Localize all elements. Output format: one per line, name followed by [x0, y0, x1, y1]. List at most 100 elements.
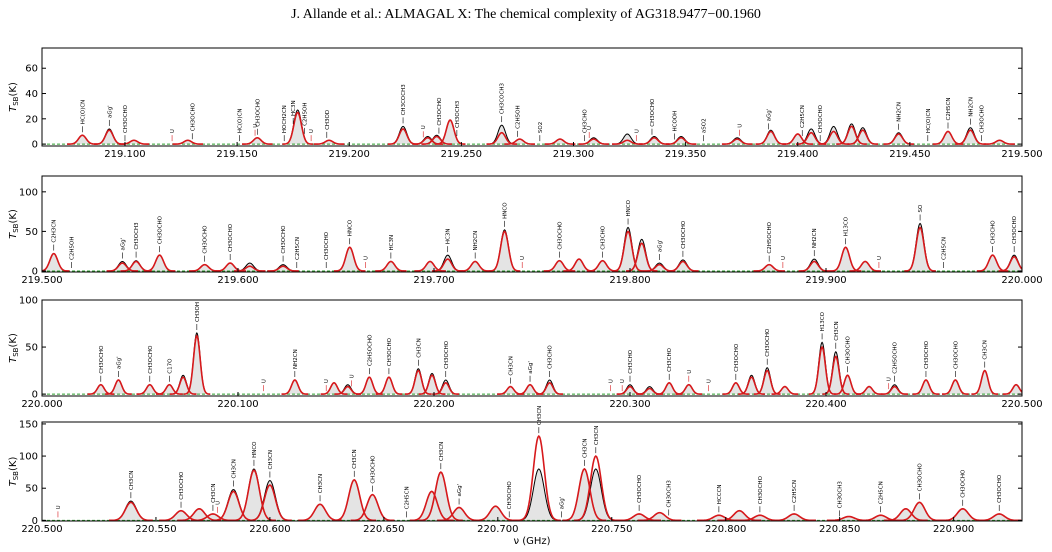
y-label-symbol: T [8, 479, 19, 486]
emission-fill [159, 510, 203, 521]
line-label: CH3CN [594, 426, 600, 445]
x-tick-label: 220.500 [21, 524, 62, 535]
line-label: CH3OH [195, 302, 201, 322]
model-line [717, 509, 762, 521]
line-label: C2H5CN [946, 98, 952, 121]
model-line [434, 119, 466, 145]
emission-fill [617, 513, 661, 521]
line-label: CH3CN [537, 406, 543, 425]
line-label: HNCO [503, 202, 509, 219]
line-label: CH3OCHO [148, 345, 154, 374]
model-line [421, 135, 452, 145]
emission-fill [459, 261, 491, 271]
emission-fill [177, 508, 222, 521]
x-tick-label: 219.300 [553, 149, 594, 160]
line-label: NH2CN [897, 102, 903, 122]
model-line [118, 139, 150, 145]
model-line [977, 513, 1022, 521]
line-label: CH3CHO [991, 220, 997, 244]
model-line [281, 379, 309, 395]
emission-fill [971, 370, 999, 395]
model-line [578, 138, 609, 145]
emission-fill [543, 260, 576, 271]
x-tick-label: 220.600 [249, 524, 290, 535]
u-label: U [737, 124, 743, 128]
x-tick-label: 220.500 [1001, 399, 1042, 410]
line-label: CH3OCHO [179, 471, 185, 500]
x-tick-label: 220.200 [413, 399, 454, 410]
model-line [883, 133, 914, 145]
line-label: NH2CN [812, 228, 818, 248]
y-tick-label: 0 [32, 140, 38, 151]
line-label: H13CO [820, 311, 826, 331]
model-line [836, 125, 867, 145]
y-tick-label: 50 [25, 343, 38, 354]
emission-fill [573, 468, 618, 521]
model-line [156, 383, 183, 395]
emission-fill [883, 132, 914, 145]
emission-fill [434, 120, 466, 145]
x-tick-label: 220.800 [705, 524, 746, 535]
emission-fill [504, 139, 535, 145]
y-label-unit: (K) [8, 333, 19, 347]
x-tick-label: 220.750 [591, 524, 632, 535]
emission-fill [334, 384, 362, 395]
x-tick-label: 220.300 [609, 399, 650, 410]
x-tick-label: 219.350 [665, 149, 706, 160]
u-label: U [309, 129, 315, 133]
plot-area [42, 109, 1022, 145]
x-tick-label: 220.400 [805, 399, 846, 410]
x-tick-label: 220.000 [1001, 275, 1042, 286]
line-label: CH3OCHO [953, 340, 959, 369]
emission-fill [772, 513, 816, 521]
emission-fill [883, 508, 928, 521]
line-label: C2H5CN [792, 480, 798, 503]
emission-fill [738, 515, 782, 521]
line-label: CH3OCHO [123, 104, 129, 133]
model-line [516, 434, 561, 521]
line-label: CH3CHO [628, 349, 634, 373]
line-label: HCOOH [672, 111, 678, 132]
line-label: H13CO [844, 216, 850, 236]
emission-fill [143, 255, 176, 271]
y-tick-label: 40 [25, 89, 38, 100]
emission-fill [516, 468, 561, 521]
emission-fill [798, 259, 830, 271]
line-label: CH3OCHO [281, 225, 287, 254]
x-axis-label: ν (GHz) [513, 536, 550, 547]
line-label: C2H5CN [405, 486, 411, 509]
emission-fill [897, 502, 942, 521]
emission-fill [536, 380, 563, 395]
emission-fill [432, 380, 460, 395]
model-line [404, 369, 432, 395]
line-label: CH3OD [325, 110, 331, 130]
line-label: CH3OCHO [650, 98, 656, 127]
emission-fill [387, 126, 419, 145]
y-tick-label: 0 [32, 266, 38, 277]
u-label: U [363, 256, 369, 260]
emission-fill [755, 130, 787, 145]
model-line [504, 138, 535, 145]
emission-fill [232, 468, 276, 521]
line-label: aSO2 [702, 118, 708, 133]
line-label: CH3CN [318, 474, 324, 493]
line-label: CH3OCHO [980, 104, 986, 133]
u-label: U [706, 379, 712, 383]
line-label: CH3OCHO [255, 98, 261, 127]
line-label: CH3OCHO [99, 345, 105, 374]
line-label: HNCO [252, 441, 258, 458]
model-line [696, 514, 741, 521]
line-label: CH3CN [508, 356, 514, 375]
line-label: aGg' [657, 239, 663, 252]
emission-fill [955, 127, 986, 145]
model-line [459, 260, 491, 272]
line-label: C2H5CN [800, 105, 806, 128]
model-line [350, 493, 395, 521]
line-label: aGg' [116, 356, 122, 369]
line-label: NH2CN [968, 97, 974, 117]
line-label: CH3COCH3 [500, 83, 506, 115]
model-line [183, 334, 211, 395]
model-line [282, 111, 313, 145]
line-label: aGg' [107, 105, 113, 118]
emission-fill [834, 375, 861, 395]
